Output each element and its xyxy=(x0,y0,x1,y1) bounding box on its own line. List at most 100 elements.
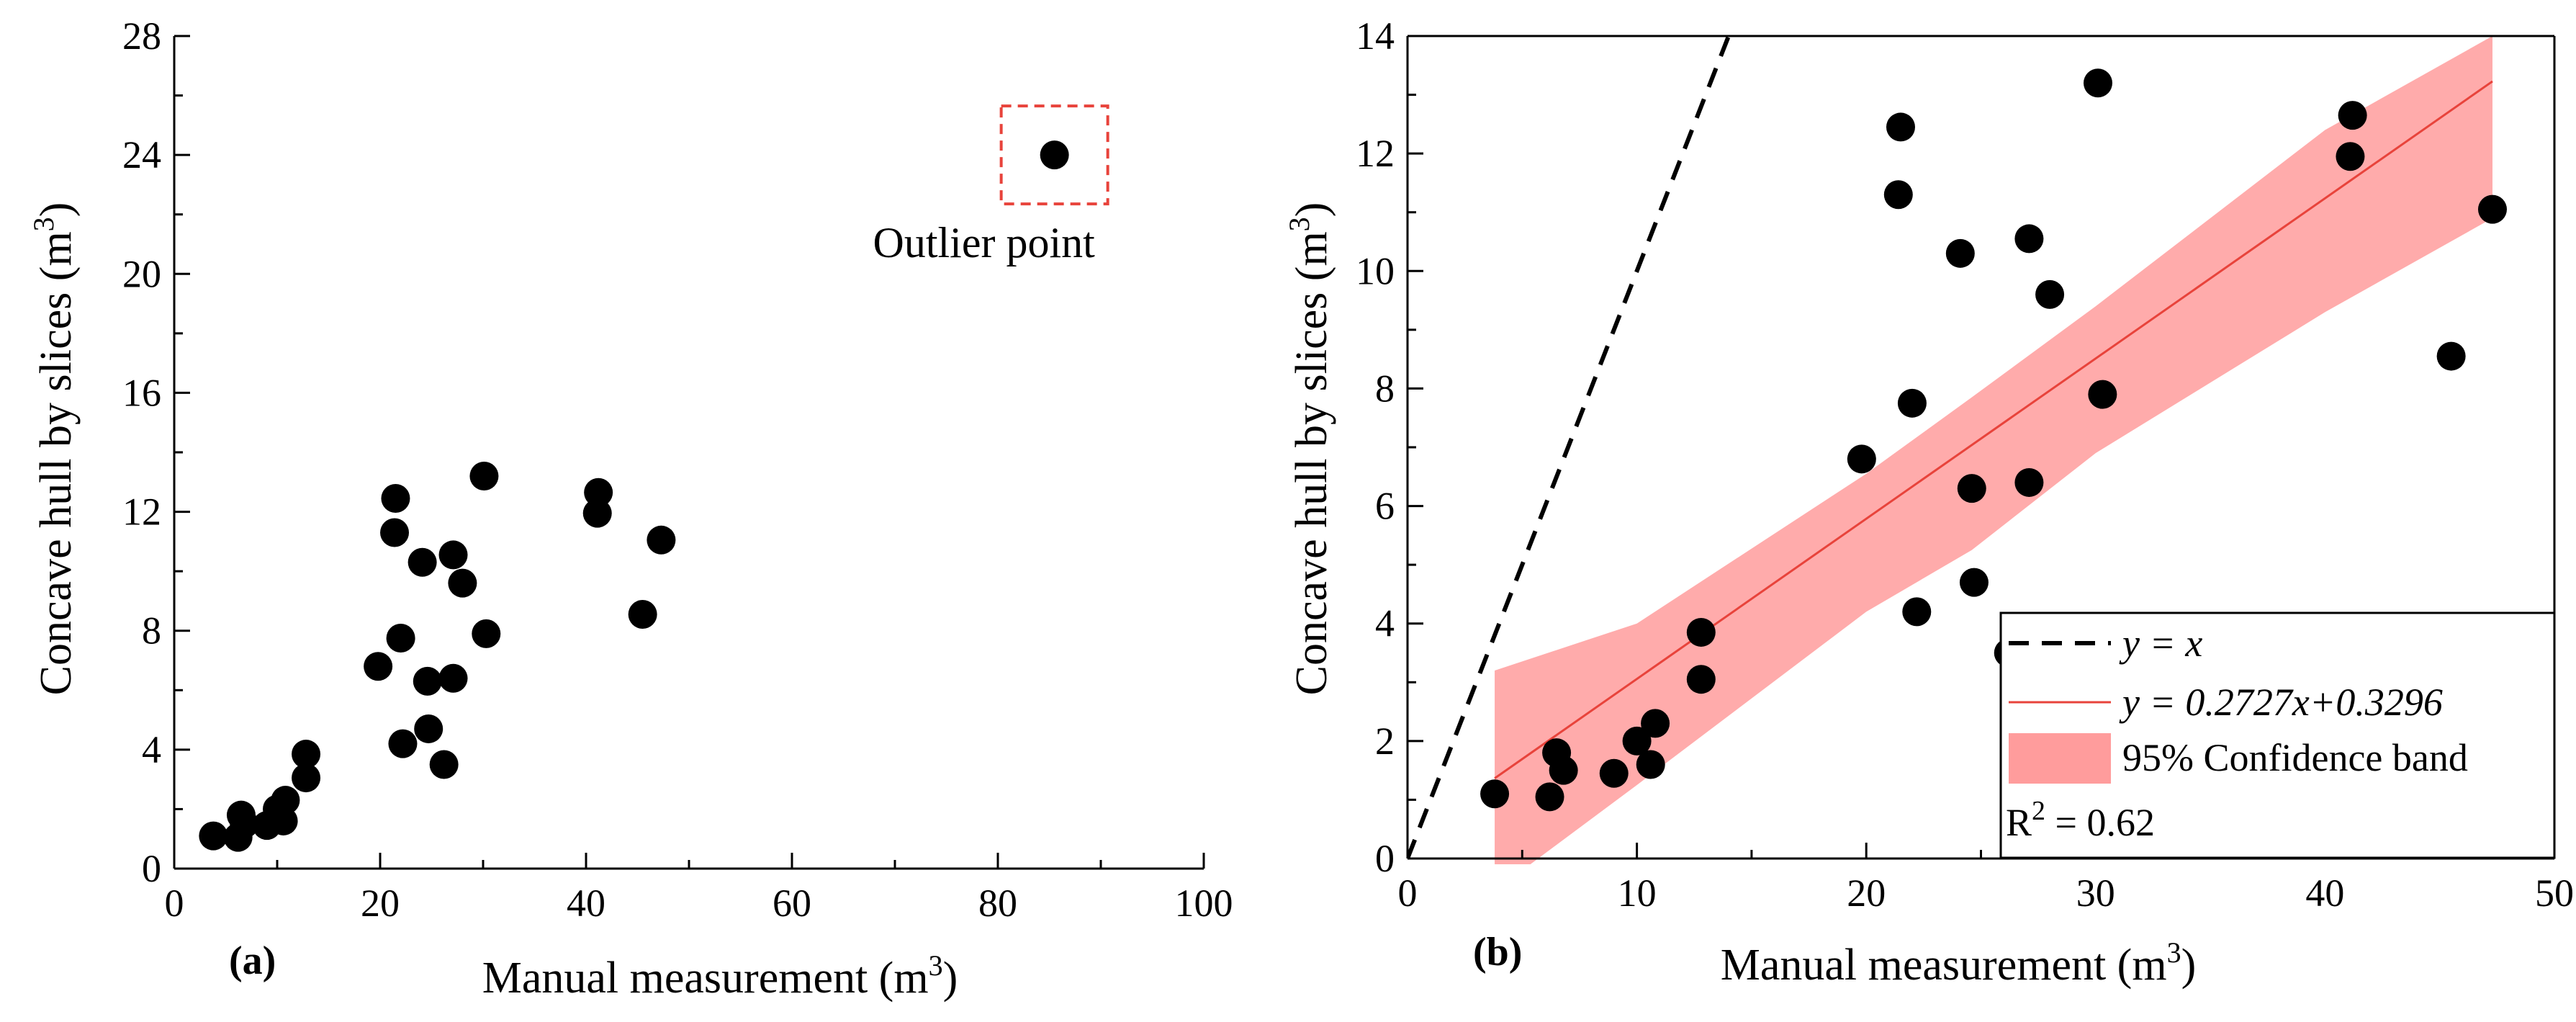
data-point xyxy=(469,462,499,491)
data-point xyxy=(1686,665,1716,694)
r-squared-label: R2 = 0.62 xyxy=(2006,796,2155,844)
data-point xyxy=(582,498,612,528)
x-tick-label: 0 xyxy=(165,882,184,925)
x-tick-label: 80 xyxy=(978,882,1017,925)
legend-label-fit: y = 0.2727x+0.3296 xyxy=(2119,681,2443,724)
x-tick-label: 40 xyxy=(2305,871,2344,915)
panel-b-axes: 0 10 20 30 40 50 0 2 4 6 8 10 12 14 xyxy=(1356,14,2574,915)
confidence-band xyxy=(1495,36,2492,864)
panel-a-points xyxy=(199,140,1069,852)
data-point xyxy=(429,750,459,779)
y-tick-label: 16 xyxy=(122,371,161,414)
data-point xyxy=(1959,568,1989,597)
y-tick-label: 8 xyxy=(1375,367,1395,410)
data-point xyxy=(1883,180,1913,210)
data-point xyxy=(2477,194,2507,224)
data-point xyxy=(2035,279,2065,309)
data-point xyxy=(1549,756,1578,785)
legend: y = x y = 0.2727x+0.3296 95% Confidence … xyxy=(1999,611,2556,859)
panel-a-y-axis-title: Concave hull by slices (m3) xyxy=(27,202,81,696)
x-tick-label: 20 xyxy=(1847,871,1886,915)
data-point xyxy=(1886,112,1915,142)
x-tick-label: 20 xyxy=(361,882,400,925)
y-tick-label: 6 xyxy=(1375,485,1395,528)
fit-line xyxy=(1494,80,2493,779)
y-tick-label: 28 xyxy=(122,14,161,58)
data-point xyxy=(2014,467,2044,497)
data-point xyxy=(1902,597,1932,627)
y-tick-label: 10 xyxy=(1356,249,1395,292)
data-point xyxy=(2088,380,2117,409)
data-point xyxy=(292,740,321,769)
data-point xyxy=(1641,709,1670,738)
data-point xyxy=(2436,341,2466,371)
data-point xyxy=(1480,779,1510,809)
y-tick-label: 14 xyxy=(1356,14,1395,58)
x-tick-label: 50 xyxy=(2535,871,2574,915)
panel-b-label: (b) xyxy=(1473,930,1522,974)
panel-b-x-axis-title: Manual measurement (m3) xyxy=(1721,936,2196,990)
panel-b-points xyxy=(1480,68,2507,812)
data-point xyxy=(1636,750,1665,779)
y-tick-label: 12 xyxy=(1356,132,1395,175)
data-point xyxy=(1957,474,1986,503)
x-tick-label: 30 xyxy=(2076,871,2115,915)
data-point xyxy=(292,763,321,793)
x-tick-label: 0 xyxy=(1398,871,1418,915)
outlier-box xyxy=(999,104,1109,206)
data-point xyxy=(2014,224,2044,254)
legend-label-identity: y = x xyxy=(2119,622,2202,665)
y-tick-label: 12 xyxy=(122,490,161,534)
data-point xyxy=(1847,444,1876,474)
data-point xyxy=(1535,782,1564,812)
data-point xyxy=(381,483,410,513)
data-point xyxy=(2336,142,2365,171)
data-point xyxy=(438,663,468,693)
data-point xyxy=(1040,140,1069,170)
y-tick-label: 0 xyxy=(1375,837,1395,880)
data-point xyxy=(1897,388,1927,418)
data-point xyxy=(584,478,613,507)
y-tick-label: 8 xyxy=(142,609,161,653)
data-point xyxy=(199,821,228,851)
panel-a-label: (a) xyxy=(229,938,276,983)
y-tick-label: 4 xyxy=(142,728,161,771)
data-point xyxy=(448,568,477,598)
outlier-label: Outlier point xyxy=(873,219,1096,266)
y-tick-label: 4 xyxy=(1375,602,1395,645)
y-tick-label: 20 xyxy=(122,252,161,295)
x-tick-label: 60 xyxy=(773,882,811,925)
legend-swatch-band xyxy=(2009,733,2111,784)
data-point xyxy=(1622,726,1652,756)
data-point xyxy=(1599,758,1629,788)
data-point xyxy=(364,652,393,681)
data-point xyxy=(386,624,415,653)
panel-b-y-axis-title: Concave hull by slices (m3) xyxy=(1283,202,1336,696)
data-point xyxy=(438,540,468,570)
data-point xyxy=(1686,617,1716,647)
panel-a-axes: 0 20 40 60 80 100 0 4 8 12 16 20 24 28 xyxy=(122,14,1233,925)
data-point xyxy=(414,714,443,743)
y-tick-label: 2 xyxy=(1375,720,1395,763)
data-point xyxy=(2083,68,2112,98)
data-point xyxy=(1945,238,1975,268)
data-point xyxy=(269,806,298,835)
y-tick-label: 0 xyxy=(142,847,161,890)
identity-line xyxy=(1408,36,1731,860)
x-tick-label: 10 xyxy=(1618,871,1657,915)
data-point xyxy=(413,666,442,696)
data-point xyxy=(628,600,657,629)
panel-a-x-axis-title: Manual measurement (m3) xyxy=(482,949,958,1003)
data-point xyxy=(388,729,418,758)
panel-b-chart: 0 10 20 30 40 50 0 2 4 6 8 10 12 14 y = x y = 0.2727x… xyxy=(1283,14,2574,990)
y-tick-label: 24 xyxy=(122,133,161,176)
data-point xyxy=(230,810,259,839)
data-point xyxy=(647,525,676,555)
x-tick-label: 40 xyxy=(567,882,605,925)
data-point xyxy=(380,518,410,547)
data-point xyxy=(271,786,300,815)
data-point xyxy=(407,547,437,577)
legend-label-band: 95% Confidence band xyxy=(2122,736,2468,779)
